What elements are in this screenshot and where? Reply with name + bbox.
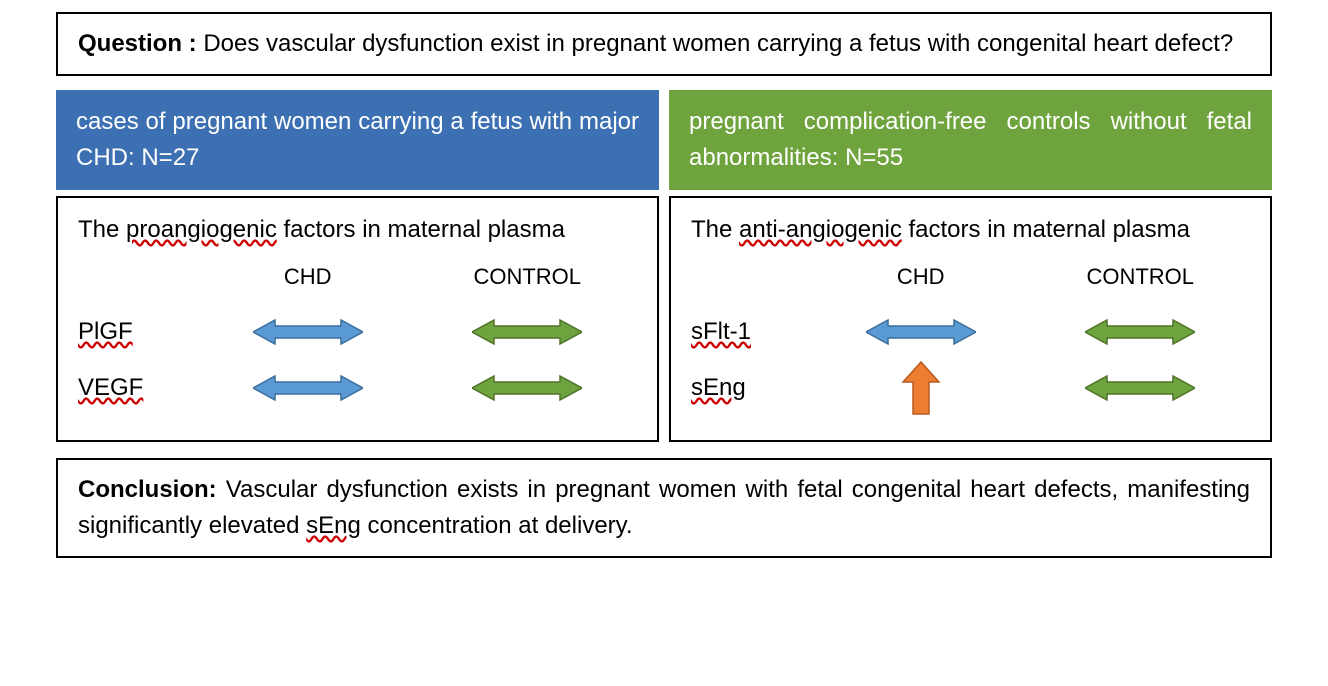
right-title-post: factors in maternal plasma [902,216,1190,243]
chd-cell [811,316,1031,348]
conclusion-box: Conclusion: Vascular dysfunction exists … [56,458,1272,558]
double-arrow-icon [472,372,582,404]
double-arrow-icon [1085,372,1195,404]
right-col-chd: CHD [811,264,1031,290]
control-cell [1031,316,1251,348]
left-col-ctrl: CONTROL [418,264,638,290]
factor-row: sFlt-1 [691,304,1250,360]
controls-n: N=55 [845,144,903,171]
up-arrow-icon [901,360,941,416]
factor-row: sEng [691,360,1250,416]
left-col-chd: CHD [198,264,418,290]
right-title-ul: anti-angiogenic [739,216,902,243]
factor-row: PlGF [78,304,637,360]
conclusion-ul: sEng [306,512,361,539]
chd-cell [198,372,418,404]
controls-header: pregnant complication-free controls with… [669,90,1272,190]
chd-cell [198,316,418,348]
factor-label: PlGF [78,318,198,346]
right-table-head: CHD CONTROL [691,264,1250,290]
right-col-ctrl: CONTROL [1031,264,1251,290]
conclusion-text-pre: Vascular dysfunction exists in pregnant … [78,476,1250,539]
left-panel-title: The proangiogenic factors in maternal pl… [78,212,637,248]
factor-label: sFlt-1 [691,318,811,346]
double-arrow-icon [866,316,976,348]
conclusion-label: Conclusion: [78,476,226,503]
right-panel-title: The anti-angiogenic factors in maternal … [691,212,1250,248]
conclusion-text-post: concentration at delivery. [361,512,633,539]
double-arrow-icon [1085,316,1195,348]
left-title-post: factors in maternal plasma [277,216,565,243]
control-cell [418,372,638,404]
cases-header: cases of pregnant women carrying a fetus… [56,90,659,190]
double-arrow-icon [253,316,363,348]
chd-cell [811,360,1031,416]
cases-n: N=27 [141,144,199,171]
double-arrow-icon [472,316,582,348]
factor-label: sEng [691,374,811,402]
left-title-ul: proangiogenic [126,216,277,243]
group-headers-row: cases of pregnant women carrying a fetus… [56,90,1272,190]
question-text: Does vascular dysfunction exist in pregn… [203,30,1233,57]
right-title-pre: The [691,216,739,243]
right-rows-container: sFlt-1 sEng [691,304,1250,416]
controls-text: pregnant complication-free controls with… [689,108,1252,171]
factor-row: VEGF [78,360,637,416]
control-cell [1031,372,1251,404]
question-label: Question : [78,30,203,57]
left-table-head: CHD CONTROL [78,264,637,290]
panels-row: The proangiogenic factors in maternal pl… [56,196,1272,442]
control-cell [418,316,638,348]
proangiogenic-panel: The proangiogenic factors in maternal pl… [56,196,659,442]
left-rows-container: PlGF VEGF [78,304,637,416]
left-title-pre: The [78,216,126,243]
double-arrow-icon [253,372,363,404]
factor-label: VEGF [78,374,198,402]
question-box: Question : Does vascular dysfunction exi… [56,12,1272,76]
controls-colon: : [832,144,845,171]
antiangiogenic-panel: The anti-angiogenic factors in maternal … [669,196,1272,442]
